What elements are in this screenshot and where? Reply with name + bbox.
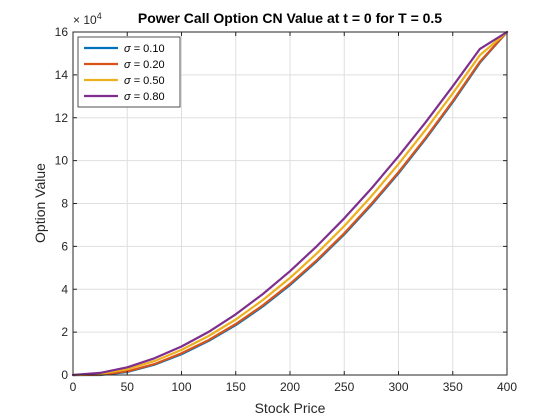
- legend-entry-symbol: σ: [124, 43, 131, 55]
- legend-entry-label: = 0.20: [131, 59, 165, 71]
- y-tick-label: 0: [61, 368, 68, 382]
- x-axis-label: Stock Price: [255, 400, 326, 416]
- y-tick-label: 4: [61, 282, 68, 296]
- legend-entry: σ = 0.10: [124, 43, 165, 55]
- legend-entry-label: = 0.10: [131, 43, 165, 55]
- y-tick-label: 12: [55, 111, 69, 125]
- legend-entry-symbol: σ: [124, 91, 131, 103]
- grid-layer: [73, 32, 507, 375]
- series-line-2: [71, 30, 509, 377]
- y-tick-label: 16: [55, 25, 69, 39]
- legend-entry-symbol: σ: [124, 59, 131, 71]
- x-tick-label: 300: [388, 380, 408, 394]
- y-axis-multiplier-exponent: 4: [97, 11, 102, 21]
- legend-entry: σ = 0.20: [124, 59, 165, 71]
- chart-title: Power Call Option CN Value at t = 0 for …: [138, 10, 442, 26]
- y-tick-label: 2: [61, 325, 68, 339]
- x-tick-label: 250: [334, 380, 354, 394]
- x-tick-label: 200: [280, 380, 300, 394]
- x-tick-label: 150: [226, 380, 246, 394]
- y-tick-label: 10: [55, 154, 69, 168]
- legend-entry: σ = 0.50: [124, 75, 165, 87]
- x-tick-label: 400: [497, 380, 517, 394]
- x-tick-label: 100: [171, 380, 191, 394]
- legend-entry-label: = 0.80: [131, 91, 165, 103]
- series-line-4: [71, 30, 509, 377]
- series-line-3: [71, 30, 509, 377]
- x-tick-label: 0: [70, 380, 77, 394]
- y-tick-label: 8: [61, 197, 68, 211]
- x-tick-label: 50: [121, 380, 135, 394]
- legend-entry-symbol: σ: [124, 75, 131, 87]
- series-layer: [71, 30, 509, 377]
- y-tick-label: 6: [61, 239, 68, 253]
- y-tick-label: 14: [55, 68, 69, 82]
- y-axis-multiplier: × 104: [73, 11, 102, 27]
- y-axis-multiplier-base: × 10: [73, 13, 97, 27]
- x-tick-label: 350: [443, 380, 463, 394]
- tick-layer: 0 50 100 150 200 250 300 350 400 0 2 4 6 8 10 12 14 16: [55, 25, 518, 394]
- legend-entry: σ = 0.80: [124, 91, 165, 103]
- y-axis-label: Option Value: [32, 163, 48, 243]
- legend: σ = 0.10σ = 0.20σ = 0.50σ = 0.80: [77, 36, 181, 108]
- legend-entry-label: = 0.50: [131, 75, 165, 87]
